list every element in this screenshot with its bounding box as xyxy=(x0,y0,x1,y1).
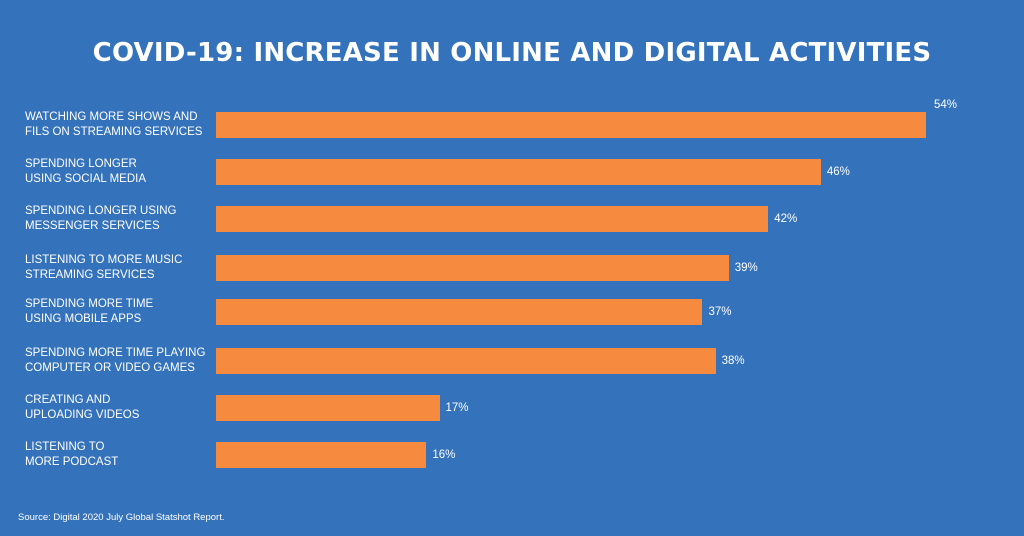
bar xyxy=(216,299,703,325)
value-label: 16% xyxy=(432,449,456,461)
category-label: CREATING AND UPLOADING VIDEOS xyxy=(25,394,140,421)
bar xyxy=(216,348,716,374)
bar xyxy=(216,159,821,185)
value-label: 42% xyxy=(774,213,798,225)
bar xyxy=(216,442,427,468)
category-label: WATCHING MORE SHOWS AND FILS ON STREAMIN… xyxy=(25,111,203,138)
value-label: 38% xyxy=(721,355,745,367)
chart-title: COVID-19: INCREASE IN ONLINE AND DIGITAL… xyxy=(92,38,932,68)
category-label: LISTENING TO MORE PODCAST xyxy=(25,441,119,468)
value-label: 37% xyxy=(708,306,732,318)
category-label: SPENDING LONGER USING SOCIAL MEDIA xyxy=(25,158,146,185)
source-note: Source: Digital 2020 July Global Statsho… xyxy=(18,512,225,523)
value-label: 39% xyxy=(734,262,758,274)
category-label: SPENDING LONGER USING MESSENGER SERVICES xyxy=(25,205,177,232)
category-label: SPENDING MORE TIME USING MOBILE APPS xyxy=(25,298,154,325)
category-label: SPENDING MORE TIME PLAYING COMPUTER OR V… xyxy=(25,347,206,374)
bar xyxy=(216,255,729,281)
value-label: 46% xyxy=(826,166,850,178)
value-label: 17% xyxy=(445,402,469,414)
bar xyxy=(216,395,440,421)
value-label: 54% xyxy=(934,99,958,111)
category-label: LISTENING TO MORE MUSIC STREAMING SERVIC… xyxy=(25,254,183,281)
bar xyxy=(216,112,926,138)
bar xyxy=(216,206,769,232)
